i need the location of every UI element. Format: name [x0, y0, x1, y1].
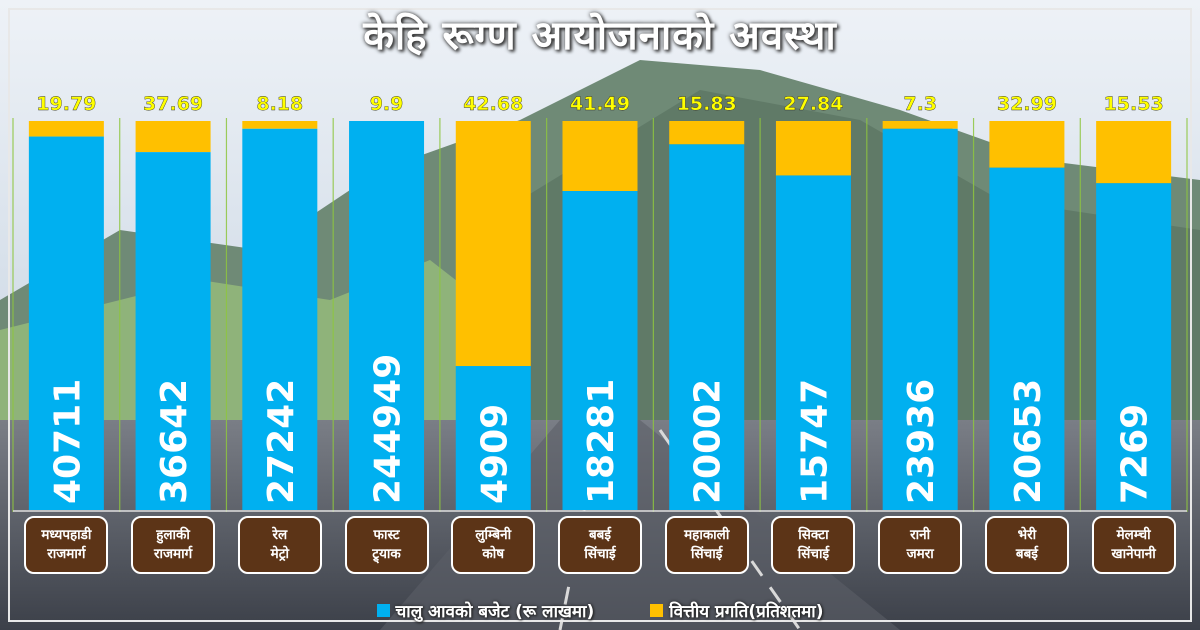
legend-label-budget: चालु आवको बजेट (रू लाखमा) — [395, 601, 595, 622]
budget-data-label: 18281 — [581, 379, 622, 504]
budget-data-label: 40711 — [47, 379, 88, 504]
bar-budget — [775, 175, 851, 510]
bar-budget — [1096, 183, 1172, 511]
progress-data-label: 9.9 — [370, 93, 404, 115]
category-label: सिक्टा सिंचाई — [771, 516, 856, 574]
budget-data-label: 244949 — [368, 354, 409, 504]
bar-progress — [562, 121, 638, 192]
bar-progress — [1096, 121, 1172, 184]
progress-data-label: 42.68 — [463, 93, 523, 115]
bar-progress — [775, 121, 851, 176]
bar-budget — [135, 152, 211, 510]
progress-data-label: 19.79 — [36, 93, 96, 115]
legend-swatch-progress — [650, 603, 664, 617]
progress-data-label: 15.83 — [677, 93, 737, 115]
budget-data-label: 7269 — [1115, 404, 1156, 504]
bar-budget — [349, 121, 425, 510]
category-label: हुलाकी राजमार्ग — [131, 516, 216, 574]
category-label: लुम्बिनी कोष — [451, 516, 536, 574]
progress-data-label: 32.99 — [997, 93, 1057, 115]
progress-data-label: 7.3 — [903, 93, 937, 115]
budget-data-label: 20002 — [688, 379, 729, 504]
budget-data-label: 20653 — [1008, 379, 1049, 504]
budget-data-label: 15747 — [794, 379, 835, 504]
progress-data-label: 8.18 — [256, 93, 303, 115]
bar-progress — [989, 121, 1065, 168]
chart-legend: चालु आवको बजेट (रू लाखमा) वित्तीय प्रगति… — [0, 598, 1200, 622]
bar-progress — [28, 121, 104, 137]
bar-budget — [562, 191, 638, 510]
category-label: फास्ट ट्र्याक — [344, 516, 429, 574]
bar-budget — [242, 128, 318, 510]
legend-label-progress: वित्तीय प्रगति(प्रतिशतमा) — [669, 601, 824, 622]
legend-item-budget: चालु आवको बजेट (रू लाखमा) — [376, 599, 595, 622]
bar-progress — [669, 121, 745, 145]
progress-data-label: 27.84 — [783, 93, 843, 115]
bar-budget — [882, 128, 958, 510]
category-label: बबई सिंचाई — [558, 516, 642, 574]
budget-data-label: 4909 — [474, 404, 515, 504]
bar-budget — [989, 167, 1065, 510]
category-label: महाकाली सिंचाई — [664, 516, 749, 574]
chart-title: केहि रूग्ण आयोजनाको अवस्था — [363, 13, 837, 59]
legend-item-progress: वित्तीय प्रगति(प्रतिशतमा) — [650, 599, 823, 622]
bar-progress — [455, 121, 531, 367]
bar-progress — [242, 121, 318, 129]
progress-data-label: 15.53 — [1104, 93, 1164, 115]
bar-progress — [135, 121, 211, 153]
category-label: भेरी बबई — [984, 516, 1069, 574]
category-label: मेलम्ची खानेपानी — [1091, 516, 1176, 574]
bar-budget — [455, 366, 531, 510]
bar-budget — [669, 144, 745, 510]
budget-data-label: 36642 — [154, 379, 195, 504]
category-label: रानी जमरा — [878, 516, 963, 574]
bar-budget — [28, 136, 104, 510]
progress-data-label: 37.69 — [143, 93, 203, 115]
budget-data-label: 23936 — [901, 379, 942, 504]
category-label: मध्यपहाडी राजमार्ग — [24, 516, 109, 574]
category-label: रेल मेट्रो — [237, 516, 322, 574]
progress-data-label: 41.49 — [570, 93, 630, 115]
bar-progress — [882, 121, 958, 129]
budget-data-label: 27242 — [261, 379, 302, 504]
legend-swatch-budget — [376, 603, 390, 617]
